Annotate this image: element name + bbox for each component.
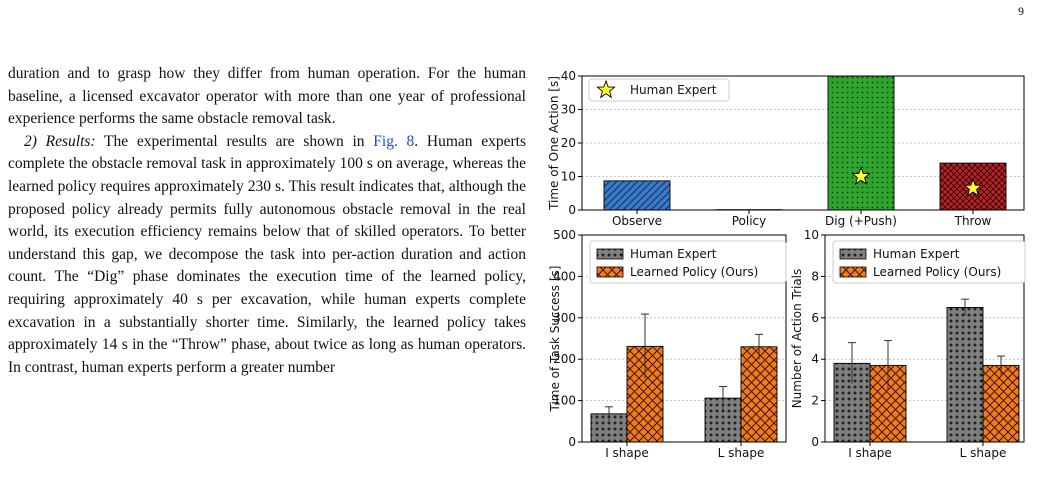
results-text-a: The experimental results are shown in bbox=[95, 132, 374, 150]
plot-frame bbox=[824, 234, 1025, 443]
x-tick-label: I shape bbox=[848, 446, 892, 460]
x-tick-label: Policy bbox=[732, 214, 767, 228]
plot-frame bbox=[581, 75, 1025, 211]
y-tick-label: 500 bbox=[553, 228, 576, 242]
number-of-action-trials-chart: 0 2 4 6 8 10 Number of Action Trials I shape L s… bbox=[790, 228, 1026, 460]
page-number: 9 bbox=[1018, 4, 1024, 18]
bar-hatch-0 bbox=[603, 180, 671, 211]
x-tick-label: Dig (+Push) bbox=[825, 214, 897, 228]
human-expert-star bbox=[851, 166, 871, 185]
y-tick-label: 10 bbox=[561, 170, 576, 184]
legend-box bbox=[589, 240, 787, 284]
y-tick-label: 200 bbox=[553, 352, 576, 366]
y-tick-label: 300 bbox=[553, 311, 576, 325]
y-tick-label: 40 bbox=[561, 69, 576, 83]
legend-label: Learned Policy (Ours) bbox=[873, 265, 1001, 279]
results-text-b: . Human experts complete the obstacle re… bbox=[8, 132, 526, 376]
y-axis-label: Time of Task Success [s] bbox=[548, 265, 562, 412]
y-tick-label: 20 bbox=[561, 136, 576, 150]
legend-label: Human Expert bbox=[630, 247, 717, 261]
y-tick-label: 400 bbox=[553, 269, 576, 283]
y-axis-label: Time of One Action [s] bbox=[547, 76, 561, 211]
y-tick-label: 8 bbox=[811, 269, 819, 283]
y-tick-label: 4 bbox=[811, 352, 819, 366]
y-tick-label: 10 bbox=[804, 228, 819, 242]
results-subheading: 2) Results: bbox=[24, 132, 96, 150]
y-tick-label: 30 bbox=[561, 103, 576, 117]
figure-link[interactable]: Fig. 8 bbox=[373, 132, 415, 150]
legend-box bbox=[832, 240, 1026, 284]
bar-hatch-1-1 bbox=[982, 364, 1020, 443]
legend-swatch-hatch bbox=[596, 266, 624, 278]
paragraph-results: 2) Results: The experimental results are… bbox=[8, 131, 526, 380]
x-tick-label: Throw bbox=[954, 214, 992, 228]
legend-swatch-hatch bbox=[596, 248, 624, 260]
x-tick-label: L shape bbox=[960, 446, 1007, 460]
y-tick-label: 0 bbox=[568, 203, 576, 217]
y-tick-label: 2 bbox=[811, 394, 819, 408]
bar-hatch-1-1 bbox=[740, 346, 778, 443]
y-tick-label: 100 bbox=[553, 394, 576, 408]
legend-swatch-hatch bbox=[839, 266, 867, 278]
legend-box bbox=[588, 78, 730, 102]
y-axis-label: Number of Action Trials bbox=[790, 269, 804, 409]
legend-label: Learned Policy (Ours) bbox=[630, 265, 758, 279]
y-tick-label: 0 bbox=[811, 435, 819, 449]
bar-hatch-2 bbox=[827, 75, 895, 211]
legend-label: Human Expert bbox=[873, 247, 960, 261]
legend-star-marker bbox=[596, 79, 616, 99]
plot-frame bbox=[581, 234, 787, 443]
human-expert-star bbox=[963, 177, 983, 197]
x-tick-label: I shape bbox=[605, 446, 649, 460]
body-text: duration and to grasp how they differ fr… bbox=[8, 63, 526, 379]
x-tick-label: Observe bbox=[612, 214, 662, 228]
legend-swatch-hatch bbox=[839, 248, 867, 260]
paragraph-setup: duration and to grasp how they differ fr… bbox=[8, 65, 526, 128]
bar-hatch-0-1 bbox=[946, 307, 984, 443]
x-tick-label: L shape bbox=[718, 446, 765, 460]
legend-label: Human Expert bbox=[630, 83, 717, 97]
time-of-task-success-chart: 0 100 200 300 400 500 Time of Task Success [s]… bbox=[548, 228, 787, 460]
y-tick-label: 0 bbox=[568, 435, 576, 449]
y-tick-label: 6 bbox=[811, 311, 819, 325]
